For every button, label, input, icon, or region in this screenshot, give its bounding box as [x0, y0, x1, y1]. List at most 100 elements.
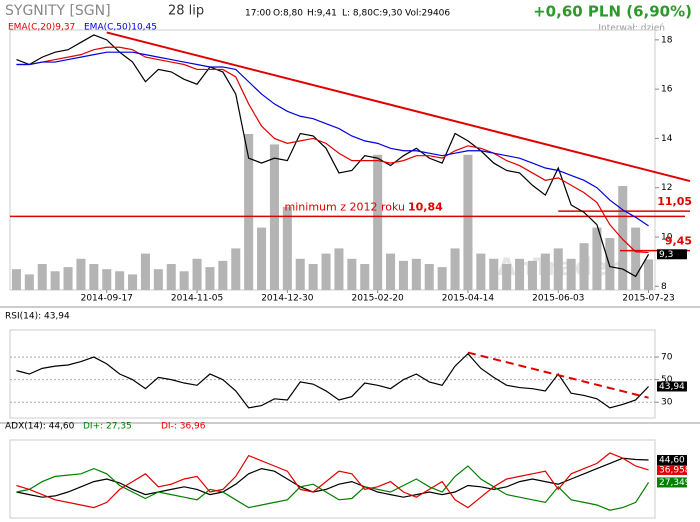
last-value-box — [657, 477, 687, 488]
last-value-label: 43,94 — [659, 382, 685, 392]
adx-frame — [9, 439, 656, 519]
high: H:9,41 — [307, 9, 337, 19]
volume-bar — [424, 264, 434, 290]
volume-bar — [244, 134, 254, 290]
volume-bar — [166, 264, 176, 290]
volume-bar — [50, 271, 60, 290]
volume-bar — [515, 258, 525, 290]
volume-bar — [605, 238, 615, 290]
volume-bar — [411, 258, 421, 290]
legend-entry: ADX(14): 44,60 — [5, 422, 75, 432]
volume-bar — [334, 248, 344, 290]
volume-bar — [179, 271, 189, 290]
volume-bar — [398, 260, 408, 290]
time: 17:00 — [245, 9, 271, 19]
volume-bar — [360, 264, 370, 290]
last-value-label: 9,3 — [659, 250, 673, 260]
change: +0,60 PLN (6,90%) — [533, 3, 692, 21]
volume-bar — [386, 253, 396, 290]
last-value-box — [657, 381, 687, 392]
volume-bar — [295, 258, 305, 290]
volume-bar — [11, 269, 21, 290]
volume-bar — [231, 248, 241, 290]
legend-entry: DI-: 36,96 — [161, 422, 206, 432]
volume-bar — [89, 264, 99, 290]
last-value-box — [657, 464, 687, 475]
rsi-frame — [9, 329, 656, 419]
series-line — [16, 465, 650, 511]
volume-bar — [592, 227, 602, 290]
series-line — [16, 452, 649, 509]
y-tick-label: 16 — [661, 85, 673, 95]
legend-entry: EMA(C,20)9,37 — [8, 23, 75, 33]
date: 28 lip — [168, 4, 204, 19]
volume-bar — [140, 253, 150, 290]
series-line — [16, 34, 650, 278]
volume-bar — [63, 267, 73, 290]
volume-bar — [153, 269, 163, 290]
interval: Interwał: dzień — [598, 24, 665, 34]
main-frame — [9, 29, 656, 291]
volume-bar — [192, 258, 202, 290]
last-value-box — [657, 455, 687, 466]
volume-bar — [205, 267, 215, 290]
legend-entry: RSI(14): 43,94 — [5, 312, 70, 322]
last-value-box — [657, 249, 687, 260]
volume-bar — [321, 253, 331, 290]
volume-bar — [579, 243, 589, 290]
volume-bar — [502, 264, 512, 290]
volume-bar — [347, 258, 357, 290]
series-line — [16, 46, 649, 254]
x-tick-label: 2015-06-03 — [532, 294, 584, 304]
volume-bar — [115, 271, 125, 290]
volume-bar — [128, 274, 138, 290]
y-tick-label: 10 — [661, 233, 673, 243]
volume-bar — [257, 227, 267, 290]
x-tick-label: 2014-12-30 — [261, 294, 314, 304]
low: L: 8,80 — [342, 9, 373, 19]
volume-bar — [553, 248, 563, 290]
x-tick-label: 2015-04-14 — [442, 294, 495, 304]
title: SYGNITY [SGN] — [5, 3, 111, 19]
legend-entry: DI+: 27,35 — [83, 422, 132, 432]
series-line — [16, 352, 649, 409]
trend-line — [467, 351, 649, 399]
volume-bar — [37, 264, 47, 290]
y-tick-label: 14 — [661, 134, 673, 144]
volume-bar — [437, 267, 447, 290]
volume-bar — [566, 258, 576, 290]
volume: Vol:29406 — [405, 9, 450, 19]
volume-bar — [527, 260, 537, 290]
legend-entry: EMA(C,50)10,45 — [84, 23, 157, 33]
volume-bar — [102, 269, 112, 290]
level-label: 9,45 — [665, 235, 692, 248]
volume-bar — [540, 253, 550, 290]
level-label: 11,05 — [657, 195, 692, 208]
volume-bar — [24, 274, 34, 290]
volume-bar — [476, 253, 486, 290]
volume-bar — [450, 248, 460, 290]
y-tick-label: 12 — [661, 183, 672, 193]
last-value-label: 36,958 — [659, 465, 691, 475]
annotation: minimum z 2012 roku — [285, 200, 405, 213]
volume-bar — [463, 154, 473, 290]
volume-bar — [76, 258, 86, 290]
y-tick-label: 50 — [661, 375, 673, 385]
open: O:8,80 — [273, 9, 303, 19]
volume-bar — [308, 264, 318, 290]
y-tick-label: 70 — [661, 353, 673, 363]
x-tick-label: 2014-09-17 — [81, 294, 133, 304]
last-value-label: 44,60 — [659, 456, 685, 466]
y-tick-label: 8 — [661, 282, 667, 292]
x-tick-label: 2014-11-05 — [171, 294, 223, 304]
x-tick-label: 2015-02-20 — [351, 294, 404, 304]
volume-bar — [218, 260, 228, 290]
y-tick-label: 30 — [661, 398, 673, 408]
volume-bar — [373, 154, 383, 290]
x-tick-label: 2015-07-23 — [622, 294, 674, 304]
volume-bar — [489, 258, 499, 290]
volume-bar — [644, 259, 654, 290]
volume-bar — [282, 206, 292, 290]
volume-bar — [269, 144, 279, 290]
